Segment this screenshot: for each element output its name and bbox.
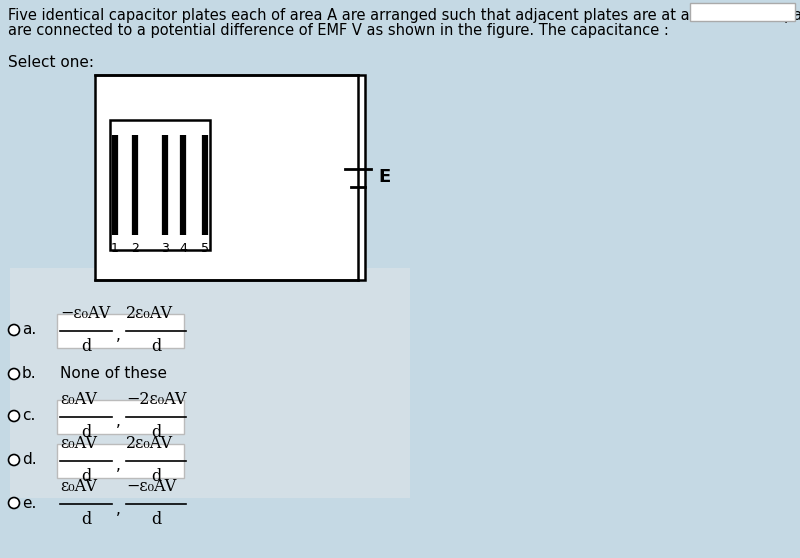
Text: d: d [81, 338, 91, 355]
Text: 1: 1 [111, 242, 119, 255]
Text: ε₀AV: ε₀AV [60, 435, 97, 452]
Text: ,: , [116, 329, 121, 344]
Text: d: d [151, 424, 161, 441]
FancyBboxPatch shape [57, 314, 184, 348]
Text: Select one:: Select one: [8, 55, 94, 70]
Text: c.: c. [22, 408, 35, 424]
Text: 5: 5 [201, 242, 209, 255]
FancyBboxPatch shape [110, 120, 210, 250]
Text: d: d [81, 424, 91, 441]
Text: 2ε₀AV: 2ε₀AV [126, 305, 173, 322]
Text: None of these: None of these [60, 367, 167, 382]
FancyBboxPatch shape [57, 400, 184, 434]
Text: −ε₀AV: −ε₀AV [126, 478, 176, 495]
FancyBboxPatch shape [690, 3, 795, 21]
Text: ε₀AV: ε₀AV [60, 391, 97, 408]
Text: −ε₀AV: −ε₀AV [60, 305, 110, 322]
Text: ,: , [116, 502, 121, 517]
Text: 3: 3 [161, 242, 169, 255]
Text: 2ε₀AV: 2ε₀AV [126, 435, 173, 452]
Text: d: d [81, 511, 91, 528]
Text: E: E [378, 169, 390, 186]
Text: d.: d. [22, 453, 37, 468]
Text: are connected to a potential difference of EMF V as shown in the figure. The cap: are connected to a potential difference … [8, 23, 669, 38]
Bar [10, 268, 410, 498]
Text: d: d [151, 511, 161, 528]
Text: d: d [81, 468, 91, 485]
Circle shape [9, 498, 19, 508]
Circle shape [9, 411, 19, 421]
Text: ,: , [116, 459, 121, 474]
Text: ε₀AV: ε₀AV [60, 478, 97, 495]
Text: d: d [151, 338, 161, 355]
Text: b.: b. [22, 367, 37, 382]
Text: 4: 4 [179, 242, 187, 255]
Text: a.: a. [22, 323, 36, 338]
Circle shape [9, 368, 19, 379]
Text: 2: 2 [131, 242, 139, 255]
Text: −2ε₀AV: −2ε₀AV [126, 391, 186, 408]
Circle shape [9, 325, 19, 335]
Text: d: d [151, 468, 161, 485]
Text: e.: e. [22, 496, 36, 511]
FancyBboxPatch shape [95, 75, 365, 280]
Text: Five identical capacitor plates each of area A are arranged such that adjacent p: Five identical capacitor plates each of … [8, 8, 800, 23]
FancyBboxPatch shape [57, 444, 184, 478]
Circle shape [9, 455, 19, 465]
Text: ,: , [116, 415, 121, 430]
